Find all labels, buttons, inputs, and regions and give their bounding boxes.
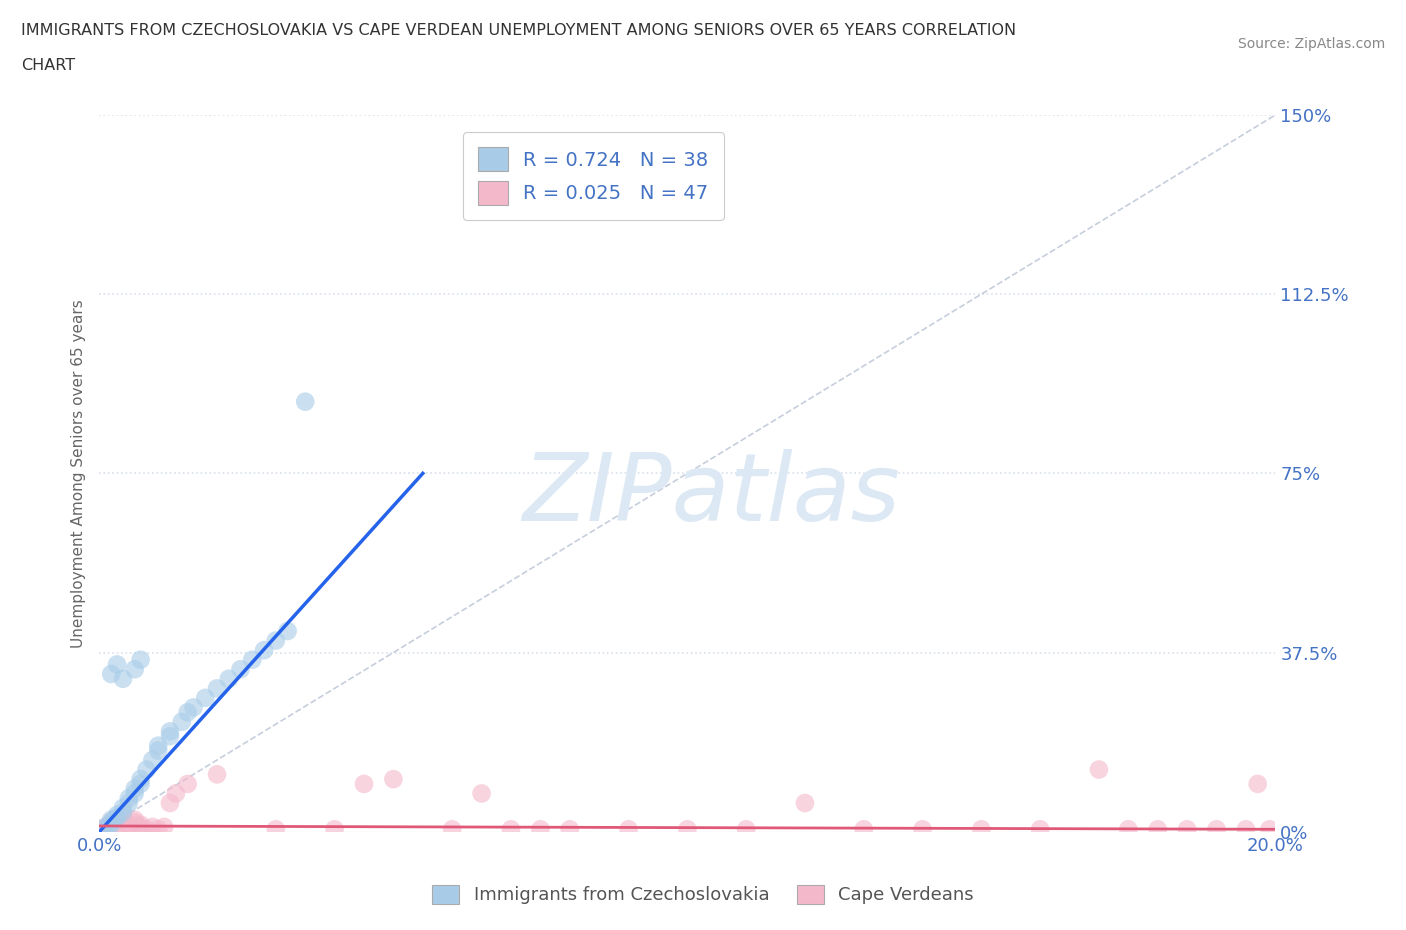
Point bbox=[135, 763, 157, 777]
Point bbox=[911, 822, 934, 837]
Point bbox=[124, 781, 146, 796]
Point bbox=[100, 815, 122, 830]
Point bbox=[294, 394, 316, 409]
Point bbox=[105, 657, 128, 671]
Text: ZIPatlas: ZIPatlas bbox=[522, 449, 900, 540]
Point bbox=[170, 714, 193, 729]
Point bbox=[205, 767, 228, 782]
Point bbox=[94, 822, 117, 837]
Point bbox=[129, 817, 152, 832]
Point bbox=[141, 752, 163, 767]
Point bbox=[735, 822, 758, 837]
Point bbox=[676, 822, 699, 837]
Point bbox=[129, 777, 152, 791]
Point bbox=[253, 643, 276, 658]
Point bbox=[129, 652, 152, 667]
Point bbox=[159, 795, 181, 810]
Point bbox=[1118, 822, 1140, 837]
Point bbox=[970, 822, 993, 837]
Point bbox=[124, 812, 146, 827]
Point bbox=[529, 822, 551, 837]
Point bbox=[1088, 763, 1111, 777]
Point bbox=[148, 743, 170, 758]
Point bbox=[148, 738, 170, 753]
Point bbox=[118, 795, 141, 810]
Point bbox=[94, 819, 117, 834]
Point bbox=[105, 810, 128, 825]
Point bbox=[159, 724, 181, 738]
Point bbox=[1146, 822, 1168, 837]
Point bbox=[100, 817, 122, 832]
Point bbox=[129, 819, 152, 834]
Point bbox=[118, 817, 141, 832]
Point bbox=[1175, 822, 1198, 837]
Point bbox=[264, 822, 287, 837]
Point bbox=[1258, 822, 1281, 837]
Point bbox=[264, 633, 287, 648]
Point bbox=[111, 801, 134, 816]
Point bbox=[111, 822, 134, 837]
Point bbox=[617, 822, 640, 837]
Point bbox=[111, 805, 134, 820]
Point bbox=[218, 671, 240, 686]
Point bbox=[229, 662, 252, 677]
Point bbox=[141, 819, 163, 834]
Legend: Immigrants from Czechoslovakia, Cape Verdeans: Immigrants from Czechoslovakia, Cape Ver… bbox=[425, 878, 981, 911]
Point bbox=[382, 772, 405, 787]
Point bbox=[1234, 822, 1257, 837]
Point bbox=[118, 819, 141, 834]
Point bbox=[105, 819, 128, 834]
Point bbox=[1205, 822, 1227, 837]
Point bbox=[240, 652, 263, 667]
Point bbox=[148, 822, 170, 837]
Point bbox=[129, 772, 152, 787]
Text: IMMIGRANTS FROM CZECHOSLOVAKIA VS CAPE VERDEAN UNEMPLOYMENT AMONG SENIORS OVER 6: IMMIGRANTS FROM CZECHOSLOVAKIA VS CAPE V… bbox=[21, 23, 1017, 38]
Point bbox=[105, 807, 128, 822]
Point bbox=[277, 624, 299, 639]
Y-axis label: Unemployment Among Seniors over 65 years: Unemployment Among Seniors over 65 years bbox=[72, 299, 86, 647]
Point bbox=[100, 812, 122, 827]
Point bbox=[111, 671, 134, 686]
Point bbox=[118, 790, 141, 805]
Point bbox=[124, 815, 146, 830]
Point bbox=[165, 786, 187, 801]
Point bbox=[124, 662, 146, 677]
Point bbox=[176, 705, 198, 720]
Point bbox=[499, 822, 522, 837]
Point bbox=[852, 822, 875, 837]
Point bbox=[100, 667, 122, 682]
Point bbox=[100, 817, 122, 832]
Point bbox=[111, 810, 134, 825]
Point bbox=[100, 815, 122, 830]
Point bbox=[94, 819, 117, 834]
Point bbox=[471, 786, 494, 801]
Point bbox=[159, 729, 181, 744]
Point bbox=[153, 819, 176, 834]
Point bbox=[194, 690, 217, 705]
Legend: R = 0.724   N = 38, R = 0.025   N = 47: R = 0.724 N = 38, R = 0.025 N = 47 bbox=[463, 132, 724, 220]
Point bbox=[135, 822, 157, 837]
Point bbox=[323, 822, 346, 837]
Text: CHART: CHART bbox=[21, 58, 75, 73]
Point bbox=[1247, 777, 1270, 791]
Point bbox=[794, 795, 817, 810]
Point bbox=[205, 681, 228, 696]
Point bbox=[105, 812, 128, 827]
Point bbox=[1029, 822, 1052, 837]
Point bbox=[176, 777, 198, 791]
Point bbox=[124, 786, 146, 801]
Point bbox=[441, 822, 464, 837]
Point bbox=[94, 822, 117, 837]
Point bbox=[183, 700, 205, 715]
Text: Source: ZipAtlas.com: Source: ZipAtlas.com bbox=[1237, 37, 1385, 51]
Point bbox=[558, 822, 581, 837]
Point bbox=[353, 777, 375, 791]
